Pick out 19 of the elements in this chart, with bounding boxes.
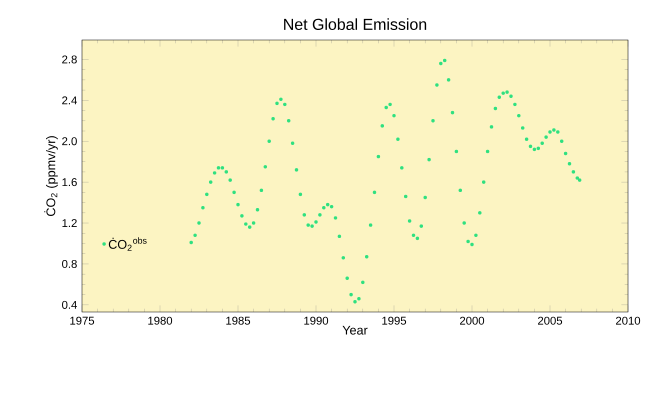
y-tick-label: 1.6 <box>62 178 77 186</box>
x-tick-label: 2005 <box>538 316 562 325</box>
x-tick-label: 1990 <box>304 316 328 325</box>
x-tick-label: 1975 <box>70 316 94 325</box>
x-axis-title: Year <box>342 326 368 335</box>
y-tick-label: 1.2 <box>62 219 77 227</box>
y-tick-label: 2.0 <box>62 137 77 146</box>
y-tick-label: 2.8 <box>62 55 77 64</box>
x-tick-label: 1995 <box>382 316 406 325</box>
chart-title: Net Global Emission <box>284 18 426 30</box>
legend-label: ĊO$_{2}$obs <box>108 237 147 251</box>
x-tick-label: 1980 <box>148 316 172 325</box>
x-tick-label: 1985 <box>226 316 250 325</box>
y-tick-label: 0.4 <box>62 300 77 309</box>
y-axis-title: ĊO$_{2}$ (ppmv/yr) <box>44 136 58 216</box>
x-tick-label: 2000 <box>460 316 484 325</box>
y-tick-label: 0.8 <box>62 260 77 268</box>
x-tick-label: 2010 <box>616 316 640 325</box>
y-tick-label: 2.4 <box>62 96 77 104</box>
